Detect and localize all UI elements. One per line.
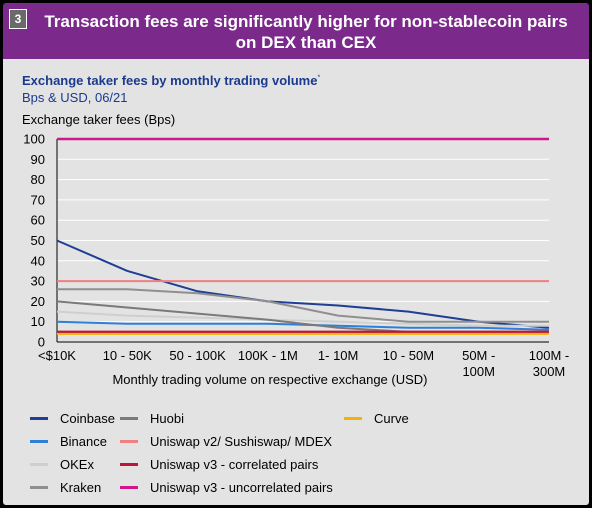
x-tick-label: 100K - 1M xyxy=(238,348,298,363)
legend-item: OKEx xyxy=(30,456,94,472)
x-axis-label: Monthly trading volume on respective exc… xyxy=(112,372,427,387)
x-tick-label: 50M -100M xyxy=(462,348,495,379)
series-line-kraken xyxy=(57,288,549,323)
chart-title-footnote-mark: * xyxy=(317,74,321,82)
y-tick-label: 80 xyxy=(31,172,45,187)
legend-swatch xyxy=(344,416,362,420)
legend-item: Binance xyxy=(30,433,107,449)
legend-swatch xyxy=(30,485,48,489)
y-tick-label: 40 xyxy=(31,253,45,268)
slide-header: 3 Transaction fees are significantly hig… xyxy=(3,3,589,59)
y-tick-label: 10 xyxy=(31,314,45,329)
legend-item: Uniswap v2/ Sushiswap/ MDEX xyxy=(120,433,332,449)
legend-item: Huobi xyxy=(120,410,184,426)
legend-label: Binance xyxy=(60,433,107,449)
legend-label: Uniswap v3 - uncorrelated pairs xyxy=(150,479,333,495)
series-line-okex xyxy=(56,310,549,327)
legend-item: Uniswap v3 - correlated pairs xyxy=(120,456,318,472)
chart-gridlines xyxy=(56,138,549,343)
y-tick-label: 50 xyxy=(31,233,45,248)
x-tick-label: 100M -300M xyxy=(529,348,569,379)
legend-label: Curve xyxy=(374,410,409,426)
legend-swatch xyxy=(30,439,48,443)
slide-headline: Transaction fees are significantly highe… xyxy=(44,12,568,52)
legend-swatch xyxy=(30,416,48,420)
legend-label: Kraken xyxy=(60,479,102,495)
slide-number-badge: 3 xyxy=(9,9,27,29)
chart-title-text: Exchange taker fees by monthly trading v… xyxy=(22,73,318,88)
y-tick-label: 100 xyxy=(23,132,45,147)
chart-title: Exchange taker fees by monthly trading v… xyxy=(22,73,320,88)
legend-label: Uniswap v3 - correlated pairs xyxy=(150,456,319,472)
x-tick-label: 10 - 50M xyxy=(383,348,434,363)
legend-label: Huobi xyxy=(150,410,184,426)
legend-item: Uniswap v3 - uncorrelated pairs xyxy=(120,479,333,495)
legend-swatch xyxy=(120,462,138,466)
legend-item: Kraken xyxy=(30,479,101,495)
chart-subtitle: Bps & USD, 06/21 xyxy=(22,90,128,105)
y-tick-label: 30 xyxy=(31,274,45,289)
x-tick-label: 10 - 50K xyxy=(103,348,152,363)
y-tick-label: 20 xyxy=(31,294,45,309)
legend-swatch xyxy=(120,416,138,420)
y-tick-label: 90 xyxy=(31,152,45,167)
legend-label: Coinbase xyxy=(60,410,115,426)
x-axis-ticks: <$10K 10 - 50K 50 - 100K 100K - 1M 1- 10M 10 … xyxy=(38,348,569,379)
series-line-coinbase xyxy=(56,239,550,329)
legend-label: OKEx xyxy=(60,456,94,472)
legend-swatch xyxy=(120,439,138,443)
y-tick-label: 0 xyxy=(38,335,45,350)
chart-series-lines xyxy=(56,137,550,335)
y-axis-ticks: 0 10 20 30 40 50 60 70 80 90 100 xyxy=(23,132,45,350)
x-tick-label: 50 - 100K xyxy=(169,348,226,363)
y-tick-label: 70 xyxy=(31,192,45,207)
legend-item: Coinbase xyxy=(30,410,115,426)
legend-swatch xyxy=(30,462,48,466)
legend-label: Uniswap v2/ Sushiswap/ MDEX xyxy=(150,433,333,449)
x-tick-label: <$10K xyxy=(38,348,76,363)
y-axis-label: Exchange taker fees (Bps) xyxy=(22,112,176,127)
x-tick-label: 1- 10M xyxy=(318,348,358,363)
y-tick-label: 60 xyxy=(31,213,45,228)
legend-item: Curve xyxy=(344,410,409,426)
legend-swatch xyxy=(120,485,138,489)
